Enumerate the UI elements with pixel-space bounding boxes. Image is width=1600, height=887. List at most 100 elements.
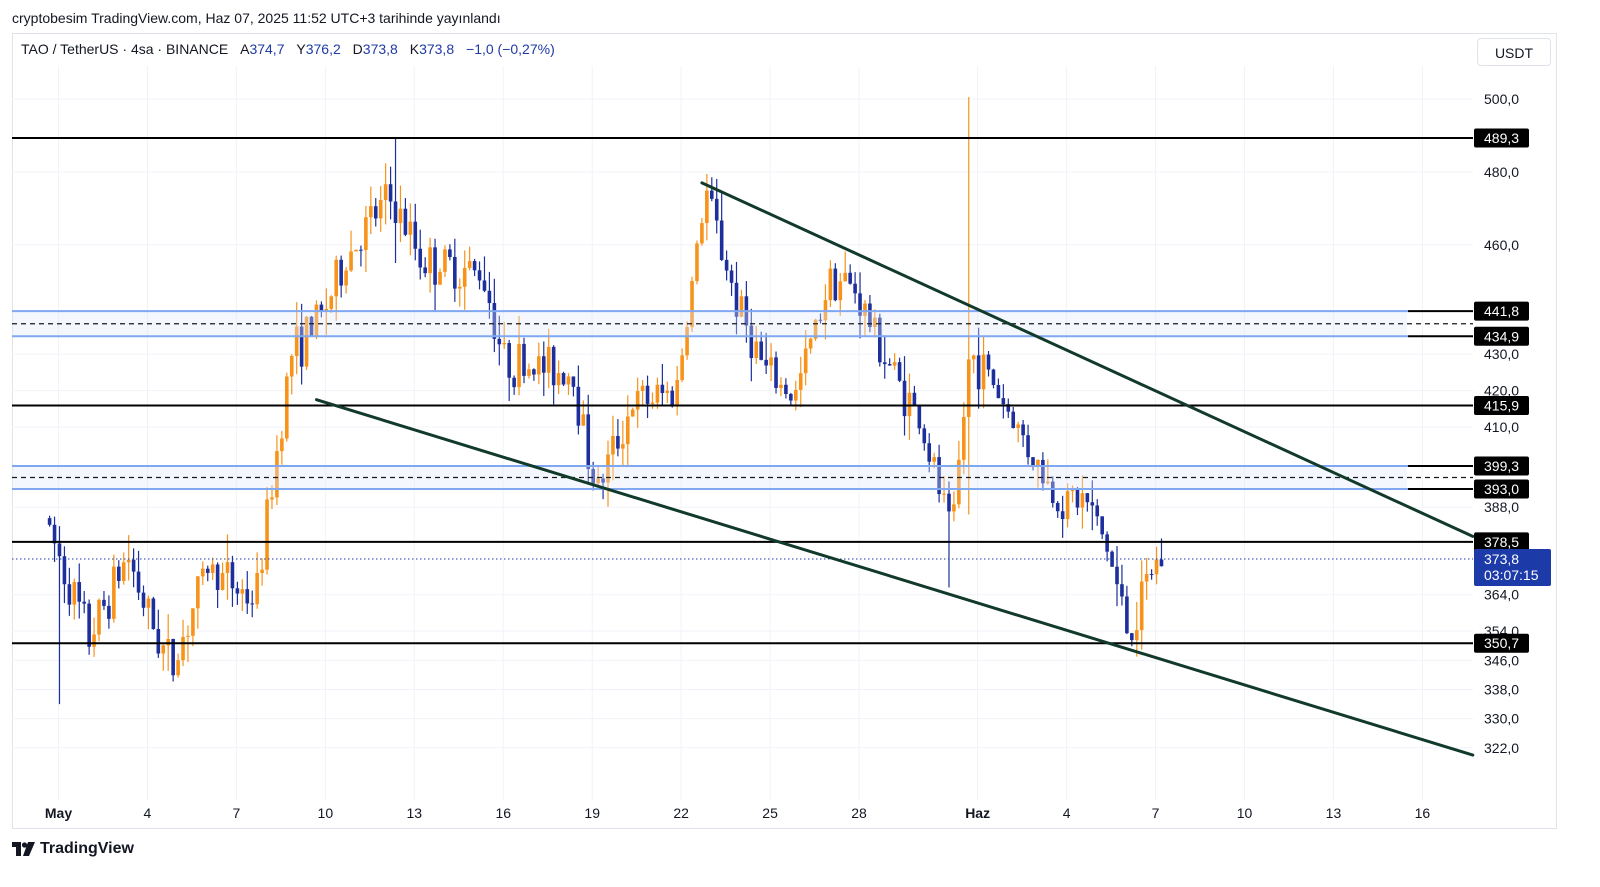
candle-up[interactable] xyxy=(438,271,442,285)
candle-up[interactable] xyxy=(596,478,600,484)
candle-down[interactable] xyxy=(522,343,526,376)
candle-down[interactable] xyxy=(1159,559,1164,567)
candle-down[interactable] xyxy=(1006,404,1011,412)
candle-up[interactable] xyxy=(428,247,432,274)
candle-down[interactable] xyxy=(156,629,161,654)
candle-down[interactable] xyxy=(423,267,427,274)
candle-up[interactable] xyxy=(566,376,571,385)
candle-up[interactable] xyxy=(650,402,655,404)
candle-down[interactable] xyxy=(62,556,67,585)
candle-down[interactable] xyxy=(853,283,857,294)
candle-up[interactable] xyxy=(200,568,205,577)
candle-down[interactable] xyxy=(858,293,862,316)
candle-up[interactable] xyxy=(210,564,215,573)
candle-up[interactable] xyxy=(779,384,783,388)
candle-down[interactable] xyxy=(551,346,556,386)
candle-down[interactable] xyxy=(660,384,665,394)
candle-down[interactable] xyxy=(136,571,141,593)
candle-up[interactable] xyxy=(92,634,96,647)
candle-down[interactable] xyxy=(1055,502,1060,512)
candle-up[interactable] xyxy=(675,379,679,406)
candle-down[interactable] xyxy=(897,362,902,381)
candle-up[interactable] xyxy=(981,354,986,390)
candle-down[interactable] xyxy=(1085,493,1090,503)
candle-up[interactable] xyxy=(1046,481,1050,484)
candle-down[interactable] xyxy=(591,469,595,484)
candle-up[interactable] xyxy=(606,454,610,483)
candle-down[interactable] xyxy=(1026,435,1030,458)
candle-up[interactable] xyxy=(798,373,803,390)
candle-down[interactable] xyxy=(472,261,477,271)
candle-down[interactable] xyxy=(245,589,250,604)
candle-down[interactable] xyxy=(996,385,1001,399)
candle-up[interactable] xyxy=(383,184,388,201)
candle-up[interactable] xyxy=(324,308,329,312)
candle-up[interactable] xyxy=(408,221,413,235)
candle-up[interactable] xyxy=(126,559,131,563)
candle-down[interactable] xyxy=(107,605,111,619)
candle-down[interactable] xyxy=(571,376,576,387)
candle-down[interactable] xyxy=(1060,511,1065,519)
candle-down[interactable] xyxy=(1031,457,1035,467)
candle-down[interactable] xyxy=(1075,489,1080,508)
candle-up[interactable] xyxy=(873,317,877,328)
candle-up[interactable] xyxy=(1154,559,1159,575)
candle-up[interactable] xyxy=(364,217,368,250)
candle-down[interactable] xyxy=(82,601,86,604)
candle-down[interactable] xyxy=(714,198,719,221)
candle-down[interactable] xyxy=(141,592,146,608)
candle-down[interactable] xyxy=(601,478,605,483)
candle-down[interactable] xyxy=(734,282,739,317)
candle-up[interactable] xyxy=(265,499,269,570)
candle-up[interactable] xyxy=(97,599,101,635)
candle-down[interactable] xyxy=(413,221,418,249)
candle-down[interactable] xyxy=(230,562,235,589)
candle-down[interactable] xyxy=(131,559,136,572)
candle-down[interactable] xyxy=(1050,481,1055,503)
candle-up[interactable] xyxy=(527,369,531,376)
candle-up[interactable] xyxy=(754,341,759,359)
candle-up[interactable] xyxy=(971,355,976,360)
candle-up[interactable] xyxy=(537,356,541,375)
candle-down[interactable] xyxy=(724,259,729,271)
candle-up[interactable] xyxy=(517,343,521,388)
candle-down[interactable] xyxy=(309,316,314,337)
candle-up[interactable] xyxy=(685,327,689,356)
candle-down[interactable] xyxy=(937,457,941,495)
chart-frame[interactable] xyxy=(12,33,1557,829)
candle-up[interactable] xyxy=(329,296,334,309)
candle-down[interactable] xyxy=(319,304,324,312)
candle-up[interactable] xyxy=(843,272,848,282)
candle-up[interactable] xyxy=(502,343,507,345)
tradingview-logo[interactable]: TradingView xyxy=(12,840,134,858)
candle-up[interactable] xyxy=(146,598,151,608)
candle-down[interactable] xyxy=(616,436,620,449)
candle-down[interactable] xyxy=(947,493,951,512)
candle-up[interactable] xyxy=(467,261,472,268)
candle-down[interactable] xyxy=(453,256,457,289)
candle-down[interactable] xyxy=(991,369,996,386)
candle-up[interactable] xyxy=(700,223,704,244)
candle-down[interactable] xyxy=(789,394,793,401)
candle-up[interactable] xyxy=(695,243,699,282)
candle-up[interactable] xyxy=(640,385,645,392)
candle-down[interactable] xyxy=(235,588,240,594)
candle-down[interactable] xyxy=(1149,574,1154,576)
candle-up[interactable] xyxy=(275,451,279,498)
candle-down[interactable] xyxy=(507,343,511,378)
candle-up[interactable] xyxy=(1144,574,1149,582)
candle-down[interactable] xyxy=(709,190,714,199)
candle-down[interactable] xyxy=(77,582,82,602)
candle-up[interactable] xyxy=(314,304,319,337)
candle-up[interactable] xyxy=(260,569,264,573)
candle-down[interactable] xyxy=(487,290,492,304)
candle-down[interactable] xyxy=(250,603,255,605)
candle-up[interactable] xyxy=(1070,489,1075,492)
candle-down[interactable] xyxy=(388,184,393,202)
candle-up[interactable] xyxy=(957,459,961,505)
candle-up[interactable] xyxy=(1139,581,1144,631)
candle-down[interactable] xyxy=(818,319,823,321)
candle-up[interactable] xyxy=(680,355,684,380)
candle-up[interactable] xyxy=(838,281,843,301)
